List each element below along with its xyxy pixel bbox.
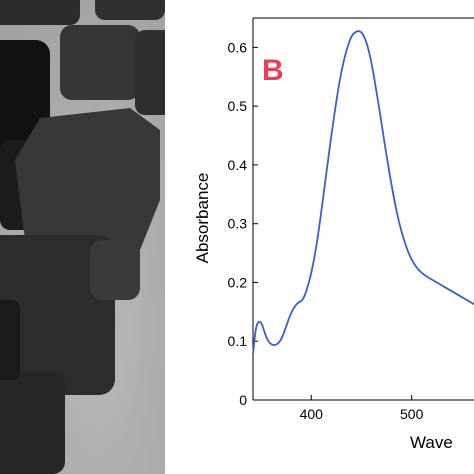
x-tick-label: 500 <box>400 406 424 422</box>
y-tick-label: 0 <box>239 392 247 408</box>
y-axis-label: Absorbance <box>193 173 212 264</box>
nanocube <box>95 0 165 20</box>
nanocube <box>15 108 160 265</box>
y-tick-label: 0.2 <box>228 274 248 290</box>
chart-background <box>165 0 474 474</box>
series-layer <box>252 30 474 355</box>
y-tick-label: 0.4 <box>228 157 248 173</box>
y-tick-label: 0.1 <box>228 333 248 349</box>
y-tick-label: 0.5 <box>228 98 248 114</box>
x-tick-label: 400 <box>300 406 324 422</box>
panel-letter-b: B <box>262 54 284 87</box>
y-tick-label: 0.6 <box>228 39 248 55</box>
nanocube <box>60 25 140 100</box>
tick-labels: 0 0.1 0.2 0.3 0.4 0.5 0.6 400 500 <box>228 39 424 422</box>
nanocube <box>0 0 80 25</box>
nanocube <box>0 300 20 380</box>
axes <box>252 17 474 401</box>
absorbance-series-line <box>252 30 474 355</box>
nanocube <box>0 372 65 474</box>
x-axis-label: Wave <box>410 433 453 452</box>
nanocube <box>0 235 115 395</box>
y-tick-label: 0.3 <box>228 216 248 232</box>
nanocube <box>90 240 140 300</box>
